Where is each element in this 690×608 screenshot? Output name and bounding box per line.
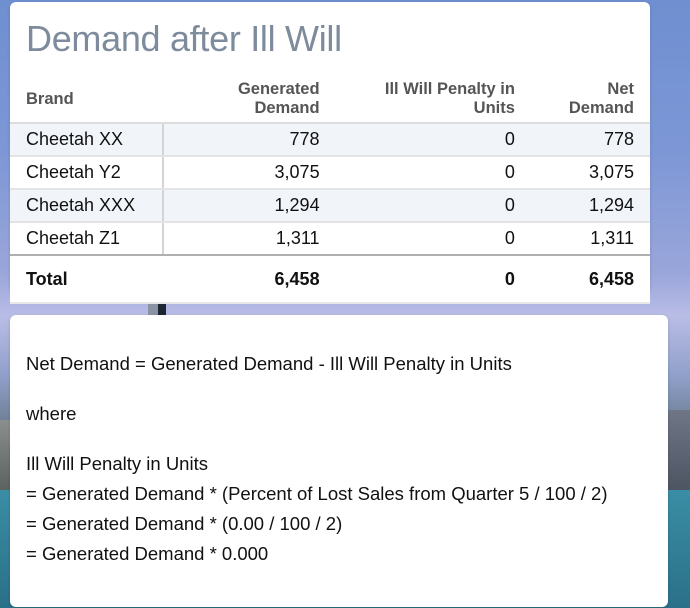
brand-cell: Cheetah XX bbox=[10, 123, 164, 157]
background-building bbox=[148, 292, 158, 318]
brand-cell: Cheetah Y2 bbox=[10, 156, 164, 190]
column-header-generated-demand: Generated Demand bbox=[163, 76, 336, 124]
table-row: Cheetah Y2 3,075 0 3,075 bbox=[10, 156, 650, 190]
background-building bbox=[158, 292, 166, 318]
formula-card: Net Demand = Generated Demand - Ill Will… bbox=[10, 315, 668, 607]
table-row: Cheetah XXX 1,294 0 1,294 bbox=[10, 189, 650, 223]
penalty-cell: 0 bbox=[335, 222, 531, 256]
formula-net-demand: Net Demand = Generated Demand - Ill Will… bbox=[26, 353, 512, 374]
brand-cell: Cheetah XXX bbox=[10, 189, 164, 223]
demand-table: Brand Generated Demand Ill Will Penalty … bbox=[10, 76, 650, 304]
table-total-row: Total 6,458 0 6,458 bbox=[10, 255, 650, 304]
table-row: Cheetah Z1 1,311 0 1,311 bbox=[10, 222, 650, 256]
penalty-cell: 0 bbox=[335, 189, 531, 223]
total-generated-demand: 6,458 bbox=[163, 255, 336, 304]
net-demand-cell: 1,294 bbox=[530, 189, 650, 223]
generated-demand-cell: 3,075 bbox=[163, 156, 336, 190]
generated-demand-cell: 1,294 bbox=[163, 189, 336, 223]
column-header-brand: Brand bbox=[10, 76, 163, 124]
page-title: Demand after Ill Will bbox=[26, 18, 342, 59]
background-skyline bbox=[0, 420, 10, 490]
table-row: Cheetah XX 778 0 778 bbox=[10, 123, 650, 157]
formula-penalty-result: = Generated Demand * 0.000 bbox=[26, 543, 269, 564]
net-demand-cell: 778 bbox=[530, 123, 650, 157]
total-net-demand: 6,458 bbox=[530, 255, 650, 304]
formula-penalty-label: Ill Will Penalty in Units bbox=[26, 453, 208, 474]
total-label: Total bbox=[10, 255, 163, 304]
generated-demand-cell: 778 bbox=[163, 123, 336, 157]
demand-table-card: Demand after Ill Will Brand Generated De… bbox=[10, 2, 650, 304]
penalty-cell: 0 bbox=[335, 156, 531, 190]
brand-cell: Cheetah Z1 bbox=[10, 222, 164, 256]
penalty-cell: 0 bbox=[335, 123, 531, 157]
formula-penalty-substituted: = Generated Demand * (0.00 / 100 / 2) bbox=[26, 513, 343, 534]
net-demand-cell: 1,311 bbox=[530, 222, 650, 256]
formula-penalty-definition: = Generated Demand * (Percent of Lost Sa… bbox=[26, 483, 608, 504]
column-header-net-demand: Net Demand bbox=[530, 76, 650, 124]
total-penalty: 0 bbox=[335, 255, 531, 304]
net-demand-cell: 3,075 bbox=[530, 156, 650, 190]
table-header-row: Brand Generated Demand Ill Will Penalty … bbox=[10, 76, 650, 124]
formula-where: where bbox=[26, 403, 77, 424]
background-skyline bbox=[666, 410, 690, 490]
generated-demand-cell: 1,311 bbox=[163, 222, 336, 256]
column-header-ill-will-penalty: Ill Will Penalty in Units bbox=[335, 76, 531, 124]
